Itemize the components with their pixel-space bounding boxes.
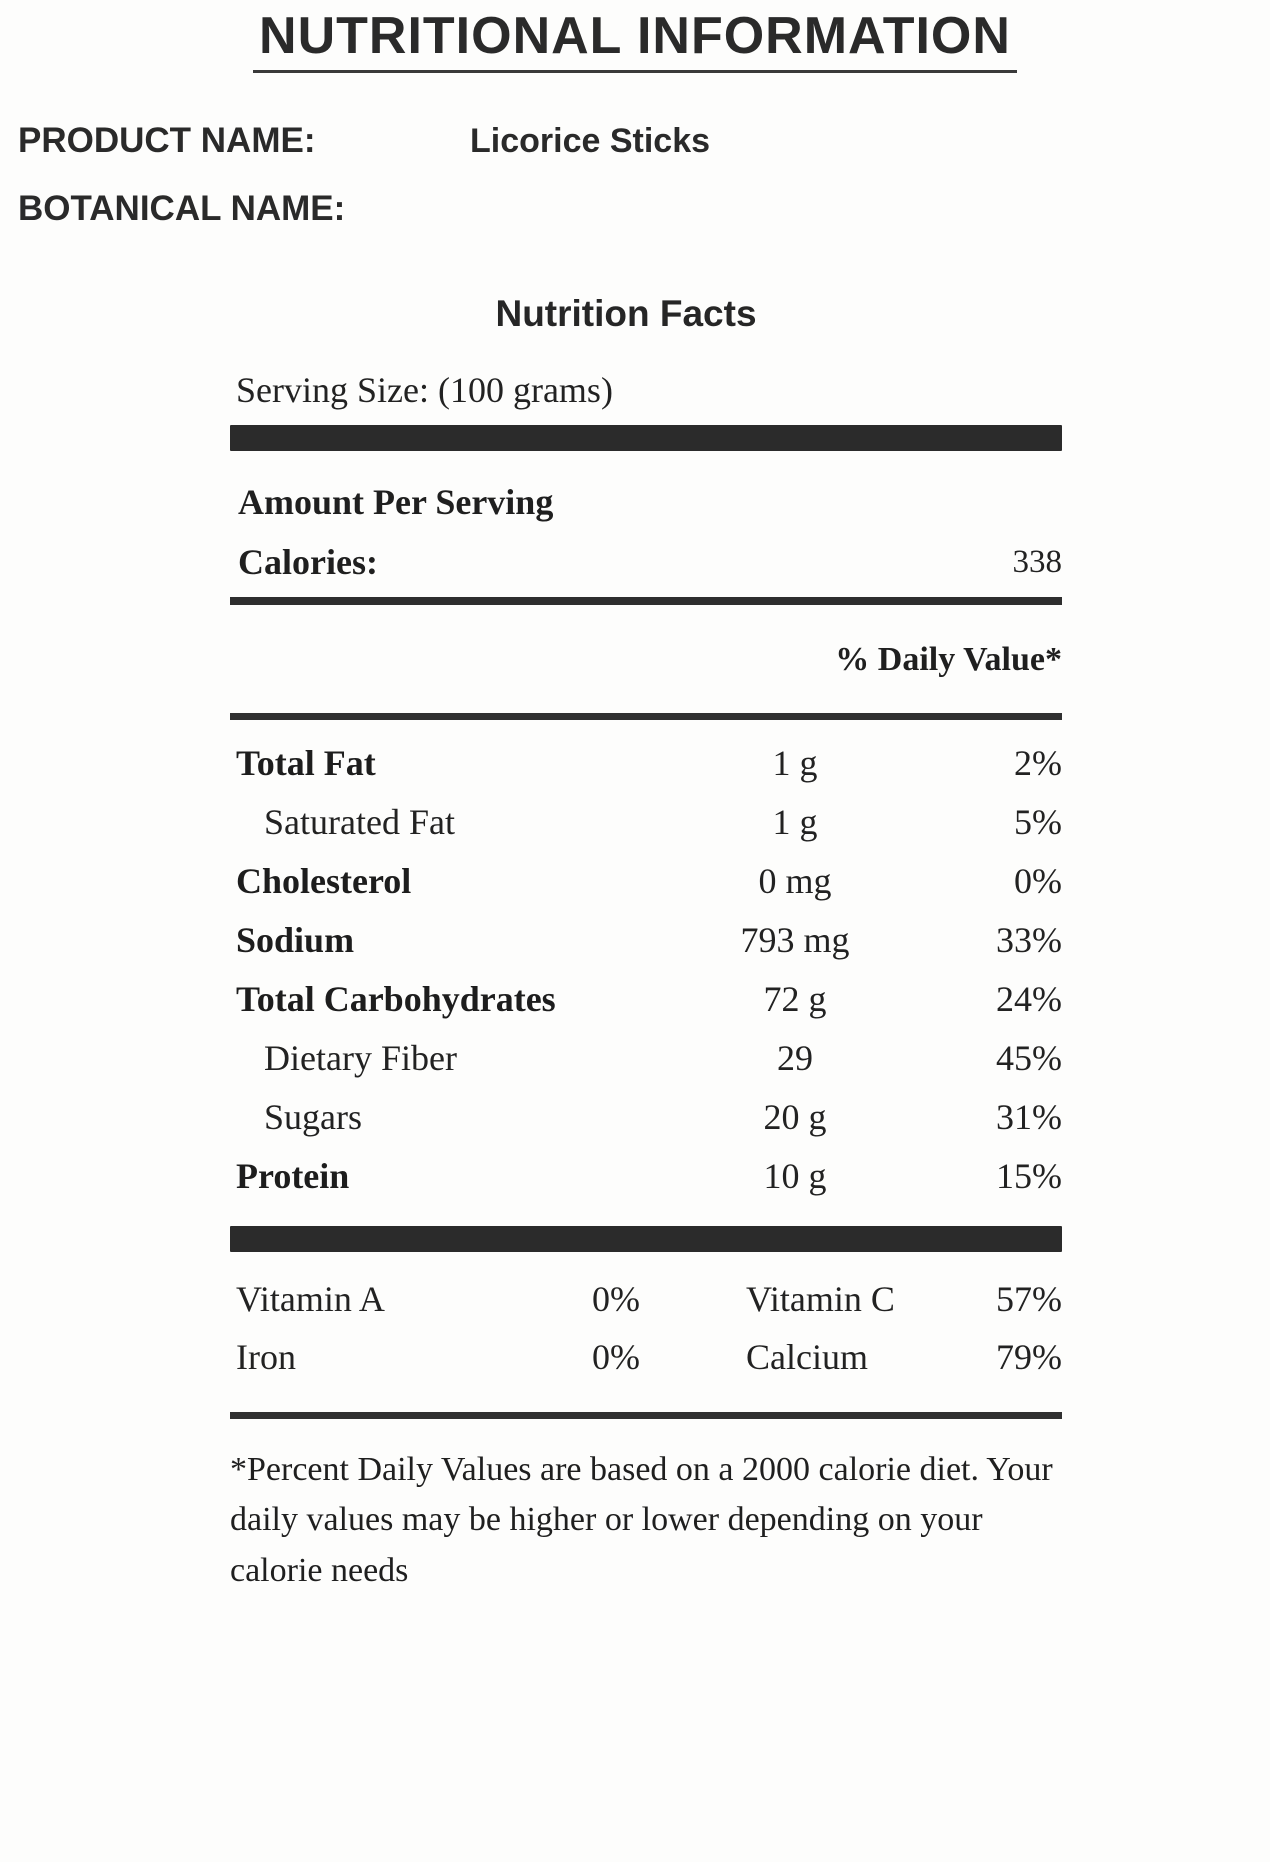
vitamin-row: Iron 0% Calcium 79%	[230, 1336, 1062, 1394]
nutrient-amount: 1 g	[772, 802, 818, 842]
nutrient-amount: 10 g	[763, 1156, 827, 1196]
vitamin-value: 0%	[592, 1279, 640, 1319]
vitamin-value: 79%	[996, 1337, 1062, 1377]
product-name-value: Licorice Sticks	[470, 122, 711, 160]
calories-row: Calories: 338	[238, 541, 1062, 583]
nutrient-dv: 2%	[1014, 743, 1062, 783]
divider-thick-bottom	[230, 1226, 1062, 1252]
table-row: Sodium 793 mg 33%	[230, 919, 1062, 978]
calories-value: 338	[1012, 544, 1063, 580]
calories-label: Calories:	[238, 542, 378, 582]
nutrient-dv: 15%	[996, 1156, 1062, 1196]
table-row: Total Fat 1 g 2%	[230, 742, 1062, 801]
daily-value-header: % Daily Value*	[835, 641, 1062, 678]
nutrient-amount: 793 mg	[740, 920, 850, 960]
nutrient-dv: 33%	[996, 920, 1062, 960]
nutrition-facts-heading: Nutrition Facts	[495, 293, 757, 334]
nutrient-dv: 5%	[1014, 802, 1062, 842]
botanical-name-label: BOTANICAL NAME:	[18, 189, 346, 228]
product-meta: PRODUCT NAME: Licorice Sticks BOTANICAL …	[18, 121, 1270, 229]
botanical-name-row: BOTANICAL NAME:	[18, 189, 1270, 229]
nutrient-label: Cholesterol	[236, 861, 412, 901]
vitamin-table: Vitamin A 0% Vitamin C 57% Iron 0% Calci…	[230, 1278, 1062, 1394]
document-header: NUTRITIONAL INFORMATION	[0, 0, 1270, 73]
nutrient-dv: 24%	[996, 979, 1062, 1019]
vitamin-row: Vitamin A 0% Vitamin C 57%	[230, 1278, 1062, 1336]
table-row: Cholesterol 0 mg 0%	[230, 860, 1062, 919]
nutrient-amount: 72 g	[763, 979, 827, 1019]
serving-size: Serving Size: (100 grams)	[236, 370, 613, 410]
divider-calories	[230, 597, 1062, 605]
table-row: Total Carbohydrates 72 g 24%	[230, 978, 1062, 1037]
nutrient-label: Total Carbohydrates	[236, 979, 556, 1019]
nutrient-label: Sugars	[264, 1097, 362, 1137]
product-name-row: PRODUCT NAME: Licorice Sticks	[18, 121, 1270, 161]
nutrient-amount: 20 g	[763, 1097, 827, 1137]
nutrient-amount: 29	[777, 1038, 813, 1078]
vitamin-value: 0%	[592, 1337, 640, 1377]
daily-value-footnote: *Percent Daily Values are based on a 200…	[230, 1451, 1053, 1589]
nutrient-dv: 45%	[996, 1038, 1062, 1078]
table-row: Sugars 20 g 31%	[230, 1096, 1062, 1155]
nutrient-label: Total Fat	[236, 743, 376, 783]
nutrition-facts-panel: Nutrition Facts Serving Size: (100 grams…	[230, 293, 1062, 1596]
divider-thick-top	[230, 425, 1062, 451]
nutrient-dv: 31%	[996, 1097, 1062, 1137]
nutrient-label: Sodium	[236, 920, 355, 960]
divider-footnote	[230, 1412, 1062, 1419]
nutrient-label: Saturated Fat	[264, 802, 455, 842]
table-row: Saturated Fat 1 g 5%	[230, 801, 1062, 860]
table-row: Protein 10 g 15%	[230, 1155, 1062, 1214]
nutrient-dv: 0%	[1014, 861, 1062, 901]
amount-per-serving-label: Amount Per Serving	[238, 482, 554, 522]
vitamin-label: Vitamin C	[746, 1279, 895, 1319]
nutrient-amount: 0 mg	[758, 861, 832, 901]
table-row: Dietary Fiber 29 45%	[230, 1037, 1062, 1096]
vitamin-label: Calcium	[746, 1337, 868, 1377]
nutrient-table: Total Fat 1 g 2% Saturated Fat 1 g 5% Ch…	[230, 742, 1062, 1214]
product-name-label: PRODUCT NAME:	[18, 121, 316, 160]
page-title: NUTRITIONAL INFORMATION	[253, 6, 1017, 73]
vitamin-label: Iron	[236, 1337, 296, 1377]
nutrient-label: Protein	[236, 1156, 350, 1196]
vitamin-value: 57%	[996, 1279, 1062, 1319]
vitamin-label: Vitamin A	[236, 1279, 385, 1319]
divider-table-top	[230, 713, 1062, 720]
nutrient-amount: 1 g	[772, 743, 818, 783]
nutrient-label: Dietary Fiber	[264, 1038, 457, 1078]
